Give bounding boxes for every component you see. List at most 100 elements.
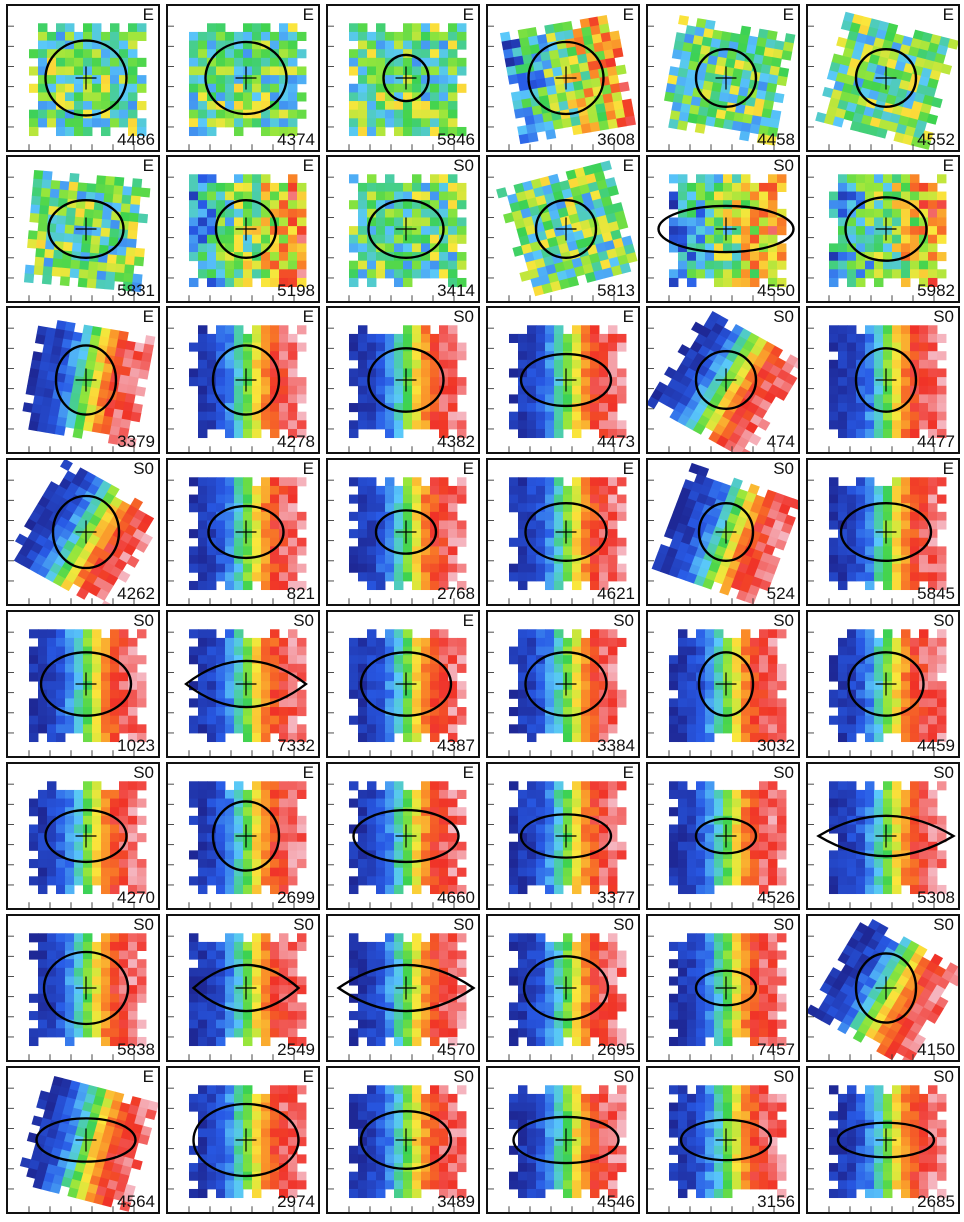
velocity-bin (901, 520, 911, 530)
velocity-bin (533, 186, 545, 198)
velocity-bin (563, 29, 575, 41)
velocity-bin (581, 672, 591, 682)
velocity-bin (548, 49, 560, 61)
velocity-bin (617, 420, 627, 430)
velocity-bin (581, 79, 593, 90)
velocity-bin (919, 529, 929, 539)
velocity-bin (189, 101, 199, 111)
velocity-bin (704, 19, 716, 31)
velocity-bin (119, 715, 129, 725)
velocity-bin (207, 715, 217, 725)
velocity-bin (621, 98, 633, 110)
velocity-bin (394, 75, 404, 85)
velocity-bin (23, 273, 35, 284)
velocity-bin (376, 689, 386, 699)
velocity-bin (394, 234, 404, 244)
velocity-bin (74, 49, 84, 59)
velocity-bin (216, 503, 226, 513)
velocity-bin (543, 255, 555, 267)
velocity-bin (234, 126, 244, 137)
velocity-bin (144, 335, 156, 346)
velocity-bin (376, 226, 386, 236)
velocity-bin (614, 108, 626, 120)
velocity-bin (763, 99, 775, 111)
velocity-bin (137, 23, 147, 33)
velocity-bin (234, 57, 244, 67)
velocity-bin (252, 49, 262, 59)
velocity-bin (279, 368, 289, 378)
velocity-bin (856, 511, 866, 521)
velocity-bin (874, 485, 884, 495)
velocity-bin (518, 403, 528, 413)
velocity-bin (901, 580, 911, 591)
velocity-bin (678, 707, 688, 717)
velocity-bin (556, 92, 568, 103)
velocity-bin (699, 484, 712, 497)
velocity-bin (412, 243, 422, 253)
velocity-bin (681, 94, 693, 106)
velocity-bin (394, 707, 404, 717)
velocity-bin (216, 377, 226, 387)
velocity-bin (736, 589, 749, 602)
velocity-bin (69, 268, 80, 279)
velocity-bin (612, 237, 625, 249)
velocity-bin (545, 580, 555, 591)
velocity-bin (421, 234, 431, 244)
velocity-bin (919, 537, 929, 547)
velocity-bin (261, 234, 271, 244)
velocity-bin (928, 537, 938, 547)
velocity-bin (198, 580, 208, 591)
velocity-bin (439, 403, 449, 413)
velocity-bin (430, 672, 440, 682)
velocity-bin (901, 629, 911, 639)
velocity-bin (590, 25, 602, 36)
velocity-bin (270, 101, 280, 111)
velocity-bin (722, 119, 734, 130)
velocity-bin (403, 368, 413, 378)
velocity-bin (599, 663, 609, 673)
velocity-bin (910, 217, 920, 227)
velocity-bin (243, 83, 253, 93)
velocity-bin (554, 646, 564, 656)
velocity-bin (572, 707, 582, 717)
velocity-bin (421, 182, 431, 192)
velocity-bin (928, 359, 938, 369)
velocity-bin (856, 351, 866, 361)
velocity-bin (297, 277, 307, 288)
velocity-bin (65, 672, 75, 682)
velocity-bin (929, 69, 942, 81)
velocity-bin (234, 537, 244, 547)
galaxy-id-label: 4477 (917, 432, 955, 451)
velocity-bin (856, 546, 866, 556)
velocity-bin (95, 183, 106, 194)
velocity-bin (225, 109, 235, 119)
velocity-bin (403, 485, 413, 495)
velocity-bin (403, 200, 413, 210)
velocity-bin (403, 31, 413, 41)
velocity-bin (74, 40, 84, 50)
velocity-bin (745, 96, 757, 108)
velocity-bin (847, 325, 857, 335)
velocity-bin (545, 572, 555, 582)
velocity-bin (529, 205, 541, 217)
velocity-bin (421, 31, 431, 41)
velocity-bin (503, 212, 515, 224)
velocity-bin (504, 57, 516, 68)
velocity-bin (367, 126, 377, 137)
velocity-bin (367, 269, 377, 279)
velocity-bin (358, 563, 368, 573)
galaxy-id-label: 4387 (437, 736, 475, 755)
velocity-bin (367, 698, 377, 708)
velocity-bin (723, 217, 733, 227)
velocity-bin (376, 681, 386, 691)
velocity-bin (937, 234, 947, 244)
velocity-bin (732, 698, 742, 708)
velocity-bin (687, 277, 697, 288)
velocity-bin (545, 520, 555, 530)
velocity-bin (349, 403, 359, 413)
velocity-bin (421, 681, 431, 691)
velocity-bin (529, 241, 542, 253)
velocity-bin (385, 109, 395, 119)
velocity-bin (608, 377, 618, 387)
velocity-map-panel: E 5198 (166, 155, 320, 303)
